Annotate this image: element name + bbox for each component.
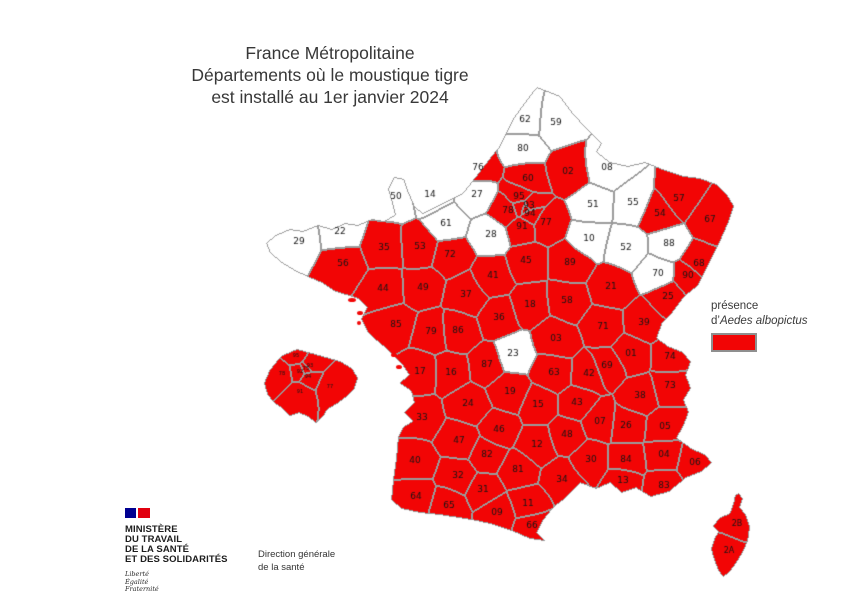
flag-white-stripe [136,508,138,518]
direction-generale-label: Direction générale de la santé [258,549,335,574]
map-legend: présence d’Aedes albopictus [711,299,808,352]
ministry-line-2: DU TRAVAIL [125,534,183,545]
ministry-name: MINISTÈRE DU TRAVAIL DE LA SANTÉ ET DES … [125,525,228,565]
republic-motto: Liberté Égalité Fraternité [125,570,228,594]
legend-label-line-2: d’Aedes albopictus [711,314,808,329]
flag-blue-stripe [125,508,136,518]
ministry-line-1: MINISTÈRE [125,524,178,535]
flag-red-stripe [138,508,150,518]
government-logo-block: MINISTÈRE DU TRAVAIL DE LA SANTÉ ET DES … [125,508,228,594]
legend-species-prefix: d’ [711,314,720,327]
legend-species-name: Aedes albopictus [719,314,808,327]
direction-line-2: de la santé [258,561,305,573]
ministry-line-4: ET DES SOLIDARITÉS [125,554,228,565]
motto-line-2: Égalité [125,577,149,586]
legend-label-line-1: présence [711,300,759,312]
direction-line-1: Direction générale [258,549,336,560]
legend-swatch [711,333,757,352]
ministry-line-3: DE LA SANTÉ [125,544,190,555]
motto-line-3: Fraternité [125,585,159,593]
motto-line-1: Liberté [125,570,149,578]
french-flag-icon [125,508,228,518]
